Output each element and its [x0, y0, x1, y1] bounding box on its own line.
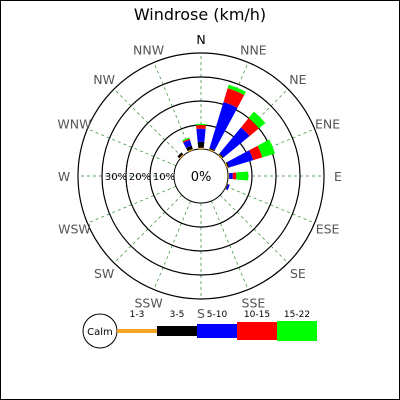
ring-30pct	[101, 76, 301, 276]
sector-ene-3-5	[225, 162, 230, 168]
legend-label-3-5: 3-5	[170, 310, 185, 320]
direction-label-ssw: SSW	[134, 296, 162, 311]
sector-nne-5-10	[209, 101, 238, 151]
sector-ne-1-3	[218, 154, 223, 159]
sector-n-1-3	[198, 147, 204, 150]
ring-label-30pct: 30%	[105, 172, 127, 183]
direction-label-ese: ESE	[316, 221, 340, 236]
sector-nne-10-15	[223, 88, 245, 108]
sector-n-10-15	[196, 125, 206, 129]
spoke-nw	[113, 88, 183, 158]
direction-label-ne: NE	[289, 72, 306, 87]
ring-20pct	[125, 100, 277, 252]
sector-n-3-5	[197, 141, 205, 148]
sector-nne-1-3	[208, 149, 215, 153]
sector-e-15-22	[236, 171, 249, 181]
sector-ese-5-10	[225, 184, 230, 191]
direction-label-w: W	[58, 169, 70, 184]
direction-label-se: SE	[290, 266, 306, 281]
center-label: 0%	[191, 170, 212, 185]
direction-label-ene: ENE	[315, 117, 340, 132]
sector-ese-3-5	[225, 183, 228, 190]
sector-nne-3-5	[209, 147, 215, 152]
sector-ene-5-10	[226, 150, 254, 168]
sector-ne-10-15	[240, 118, 259, 137]
sector-ene-10-15	[249, 145, 263, 161]
direction-label-s: S	[197, 306, 205, 321]
sector-e-5-10	[229, 172, 233, 180]
spoke-se	[219, 194, 289, 264]
legend-swatch-15-22	[277, 321, 317, 341]
direction-label-n: N	[196, 32, 205, 47]
chart-title: Windrose (km/h)	[133, 5, 267, 24]
sector-ne-3-5	[218, 153, 224, 159]
spoke-ssw	[153, 200, 191, 290]
ring-label-20pct: 20%	[129, 172, 151, 183]
direction-label-sse: SSE	[242, 296, 266, 311]
legend-swatch-3-5	[157, 326, 197, 336]
sector-nnw-5-10	[183, 139, 192, 148]
ring-outer	[77, 52, 325, 300]
direction-label-wnw: WNW	[57, 117, 91, 132]
direction-label-wsw: WSW	[58, 221, 91, 236]
sector-e-1-3	[227, 173, 229, 179]
legend-label-15-22: 15-22	[284, 310, 310, 320]
sector-ne-15-22	[248, 111, 266, 129]
legend-label-1-3: 1-3	[130, 310, 145, 320]
spoke-ne	[219, 88, 289, 158]
sector-nne-15-22	[227, 84, 246, 96]
sector-n-15-22	[195, 123, 207, 126]
sector-nw-1-3	[179, 154, 184, 159]
sector-ese-1-3	[224, 183, 228, 189]
legend-swatch-5-10	[197, 324, 237, 338]
direction-label-nne: NNE	[240, 42, 267, 57]
legend-swatch-1-3	[117, 329, 157, 333]
sector-nw-3-5	[177, 152, 184, 159]
direction-label-sw: SW	[94, 266, 114, 281]
direction-label-e: E	[334, 169, 342, 184]
direction-label-nw: NW	[93, 72, 115, 87]
ring-label-10pct: 10%	[153, 172, 175, 183]
sector-ene-15-22	[257, 139, 276, 158]
sector-nnw-15-22	[182, 137, 190, 142]
sector-n-5-10	[196, 128, 206, 142]
spoke-sse	[211, 200, 249, 290]
sector-nnw-1-3	[187, 149, 194, 153]
sector-ne-5-10	[219, 127, 250, 158]
legend-label-10-15: 10-15	[244, 310, 270, 320]
sector-ene-1-3	[224, 162, 228, 169]
legend-label-5-10: 5-10	[207, 310, 228, 320]
sector-e-3-5	[228, 173, 230, 179]
sector-e-10-15	[232, 172, 237, 180]
sector-nnw-3-5	[186, 145, 193, 152]
legend-swatch-10-15	[237, 322, 277, 340]
legend-calm-label: Calm	[87, 327, 113, 338]
sector-nnw-10-15	[182, 138, 191, 143]
direction-label-nnw: NNW	[133, 42, 164, 57]
